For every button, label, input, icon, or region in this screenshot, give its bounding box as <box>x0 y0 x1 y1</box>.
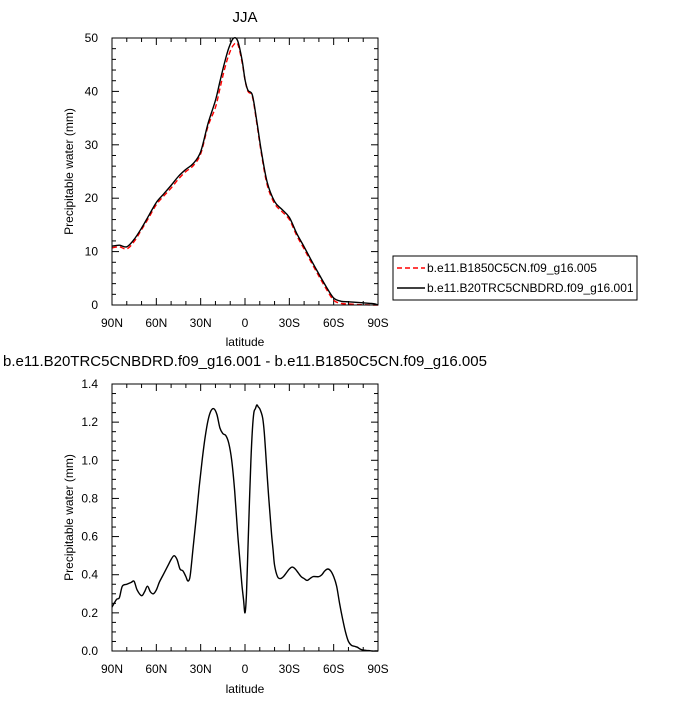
bottom-x-tick-label: 0 <box>242 662 249 676</box>
bottom-y-tick-label: 1.0 <box>81 453 98 467</box>
top-chart-lines <box>111 37 379 306</box>
legend-label-2: b.e11.B20TRC5CNBDRD.f09_g16.001 <box>427 281 634 295</box>
top-x-tick-label: 0 <box>242 316 249 330</box>
top-series-line-2 <box>111 37 379 306</box>
top-x-tick-label: 90N <box>101 316 123 330</box>
top-x-tick-label: 60S <box>323 316 344 330</box>
top-y-tick-label: 0 <box>91 298 98 312</box>
bottom-x-tick-label: 30N <box>190 662 212 676</box>
bottom-y-tick-label: 0.4 <box>81 568 98 582</box>
top-x-tick-label: 30N <box>190 316 212 330</box>
bottom-x-axis-label: latitude <box>226 682 265 696</box>
bottom-chart-title: b.e11.B20TRC5CNBDRD.f09_g16.001 - b.e11.… <box>3 353 487 370</box>
bottom-x-tick-label: 90S <box>367 662 388 676</box>
bottom-y-tick-label: 0.2 <box>81 606 98 620</box>
top-y-tick-label: 10 <box>85 245 99 259</box>
top-y-axis-label: Precipitable water (mm) <box>62 108 76 235</box>
legend: b.e11.B1850C5CN.f09_g16.005 b.e11.B20TRC… <box>392 255 638 301</box>
legend-label-1: b.e11.B1850C5CN.f09_g16.005 <box>427 261 597 275</box>
bottom-plot-frame <box>111 383 379 652</box>
top-y-tick-label: 30 <box>85 138 99 152</box>
bottom-x-tick-label: 60S <box>323 662 344 676</box>
bottom-chart-ticks: 90N 60N 30N 0 30S 60S 90S 0.0 0.2 0.4 0.6 0.8 1.0 1.2… <box>81 377 388 676</box>
bottom-y-tick-label: 0.8 <box>81 491 98 505</box>
top-chart-title: JJA <box>232 9 257 26</box>
bottom-y-tick-label: 0.0 <box>81 644 98 658</box>
top-chart-ticks: 90N 60N 30N 0 30S 60S 90S 0 10 20 30 40 50 <box>85 31 389 330</box>
bottom-chart: b.e11.B20TRC5CNBDRD.f09_g16.001 - b.e11.… <box>3 353 487 696</box>
bottom-series-line-1 <box>111 404 378 652</box>
bottom-y-tick-label: 0.6 <box>81 530 98 544</box>
top-y-tick-label: 50 <box>85 31 99 45</box>
top-x-axis-label: latitude <box>226 335 265 349</box>
top-x-tick-label: 30S <box>279 316 300 330</box>
top-x-tick-label: 90S <box>367 316 388 330</box>
top-y-tick-label: 40 <box>85 84 99 98</box>
bottom-y-axis-label: Precipitable water (mm) <box>62 454 76 581</box>
bottom-chart-lines <box>111 404 378 652</box>
bottom-y-tick-label: 1.4 <box>81 377 98 391</box>
bottom-x-tick-label: 90N <box>101 662 123 676</box>
legend-box <box>392 255 638 301</box>
top-x-tick-label: 60N <box>145 316 167 330</box>
bottom-x-tick-label: 60N <box>145 662 167 676</box>
top-y-tick-label: 20 <box>85 191 99 205</box>
bottom-y-tick-label: 1.2 <box>81 415 98 429</box>
bottom-x-tick-label: 30S <box>279 662 300 676</box>
top-chart: JJA 90N 60N 30N 0 30S 60S 90S 0 10 20 30 40 50 latit… <box>62 9 389 349</box>
top-plot-frame <box>111 37 379 306</box>
